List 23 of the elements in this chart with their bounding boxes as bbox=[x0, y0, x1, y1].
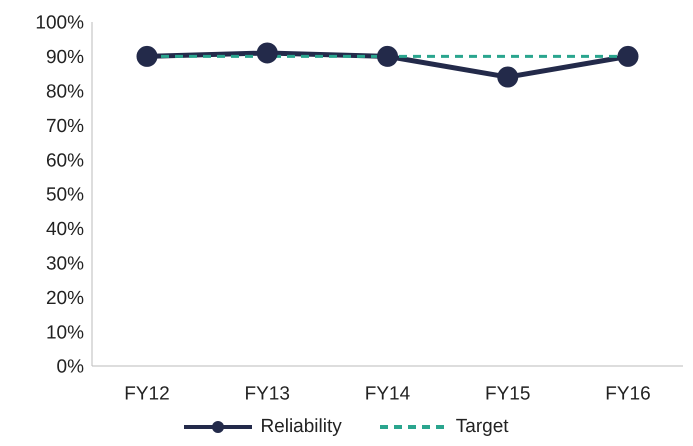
y-tick-label: 100% bbox=[35, 12, 84, 34]
point bbox=[618, 46, 638, 67]
legend-label: Reliability bbox=[260, 416, 342, 438]
y-tick-label: 20% bbox=[46, 288, 84, 309]
y-tick-label: 70% bbox=[46, 116, 84, 137]
x-tick-label: FY12 bbox=[124, 383, 170, 404]
y-tick-label: 40% bbox=[46, 219, 84, 240]
y-tick-label: 50% bbox=[46, 184, 84, 206]
y-tick-label: 10% bbox=[46, 322, 84, 344]
x-tick-label: FY13 bbox=[244, 383, 290, 404]
point bbox=[377, 46, 398, 67]
x-tick-label: FY15 bbox=[485, 383, 530, 404]
x-tick-label: FY16 bbox=[605, 383, 651, 404]
y-tick-label: 80% bbox=[46, 82, 84, 103]
y-tick-label: 0% bbox=[56, 356, 84, 378]
legend-label: Target bbox=[456, 416, 509, 438]
x-tick-label: FY14 bbox=[364, 383, 411, 404]
y-tick-label: 90% bbox=[46, 47, 84, 68]
point bbox=[497, 66, 518, 88]
y-tick-label: 60% bbox=[46, 150, 84, 172]
point bbox=[136, 46, 158, 67]
point bbox=[256, 42, 278, 64]
y-tick-label: 30% bbox=[46, 254, 84, 275]
